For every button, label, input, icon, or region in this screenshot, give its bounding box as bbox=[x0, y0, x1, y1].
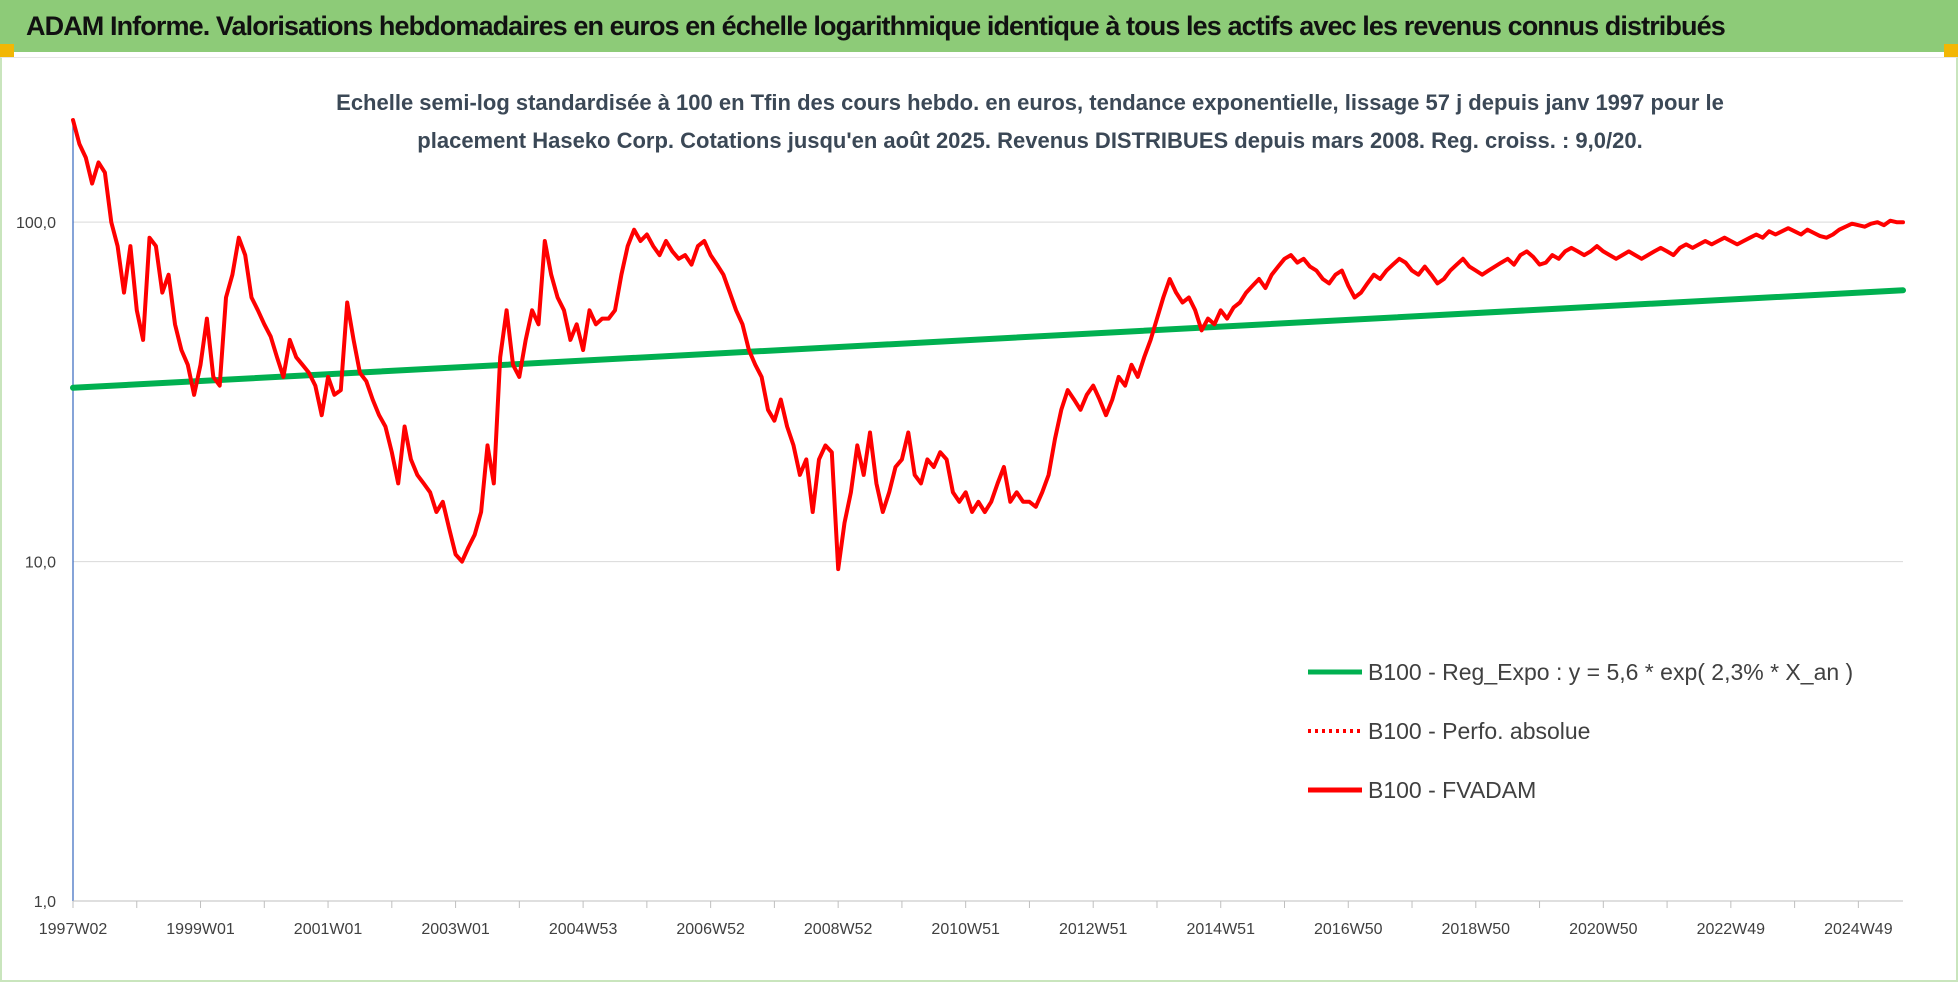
x-tick-label: 2024W49 bbox=[1824, 921, 1893, 938]
legend-label: B100 - FVADAM bbox=[1368, 777, 1536, 803]
x-tick-label: 2003W01 bbox=[421, 921, 490, 938]
chart-subtitle-line-1: Echelle semi-log standardisée à 100 en T… bbox=[336, 90, 1724, 115]
page-title: ADAM Informe. Valorisations hebdomadaire… bbox=[26, 10, 1726, 41]
title-bar: ADAM Informe. Valorisations hebdomadaire… bbox=[0, 0, 1958, 52]
corner-marker-right bbox=[1944, 44, 1958, 58]
x-tick-label: 2018W50 bbox=[1442, 921, 1511, 938]
x-tick-label: 1997W02 bbox=[39, 921, 108, 938]
x-tick-label: 2001W01 bbox=[294, 921, 363, 938]
x-tick-label: 2012W51 bbox=[1059, 921, 1128, 938]
series-line-fvadam bbox=[71, 118, 1905, 572]
x-tick-label: 2010W51 bbox=[931, 921, 1000, 938]
x-tick-label: 2022W49 bbox=[1697, 921, 1766, 938]
chart-subtitle-line-2: placement Haseko Corp. Cotations jusqu'e… bbox=[417, 128, 1642, 153]
x-tick-label: 2016W50 bbox=[1314, 921, 1383, 938]
chart-frame bbox=[0, 57, 1958, 982]
y-tick-label: 10,0 bbox=[25, 555, 56, 572]
legend: B100 - Reg_Expo : y = 5,6 * exp( 2,3% * … bbox=[1308, 659, 1853, 803]
x-tick-label: 2006W52 bbox=[676, 921, 745, 938]
x-tick-label: 1999W01 bbox=[166, 921, 235, 938]
axes: 100,0 10,0 1,0 1997W02 1999W01 2001W01 2003W01… bbox=[16, 120, 1903, 938]
series-line-reg-expo bbox=[70, 287, 1906, 391]
legend-item-reg-expo: B100 - Reg_Expo : y = 5,6 * exp( 2,3% * … bbox=[1308, 659, 1853, 685]
legend-label: B100 - Perfo. absolue bbox=[1368, 718, 1590, 744]
legend-label: B100 - Reg_Expo : y = 5,6 * exp( 2,3% * … bbox=[1368, 659, 1853, 685]
y-tick-label: 100,0 bbox=[16, 215, 56, 232]
x-tick-label: 2014W51 bbox=[1186, 921, 1255, 938]
gridlines bbox=[73, 221, 1903, 563]
x-tick-label: 2004W53 bbox=[549, 921, 618, 938]
legend-item-perfo-absolue: B100 - Perfo. absolue bbox=[1308, 718, 1590, 744]
legend-item-fvadam: B100 - FVADAM bbox=[1308, 777, 1536, 803]
corner-marker-left bbox=[0, 44, 14, 58]
series-group bbox=[70, 118, 1906, 572]
y-tick-label: 1,0 bbox=[34, 894, 56, 911]
x-tick-label: 2008W52 bbox=[804, 921, 873, 938]
x-tick-label: 2020W50 bbox=[1569, 921, 1638, 938]
